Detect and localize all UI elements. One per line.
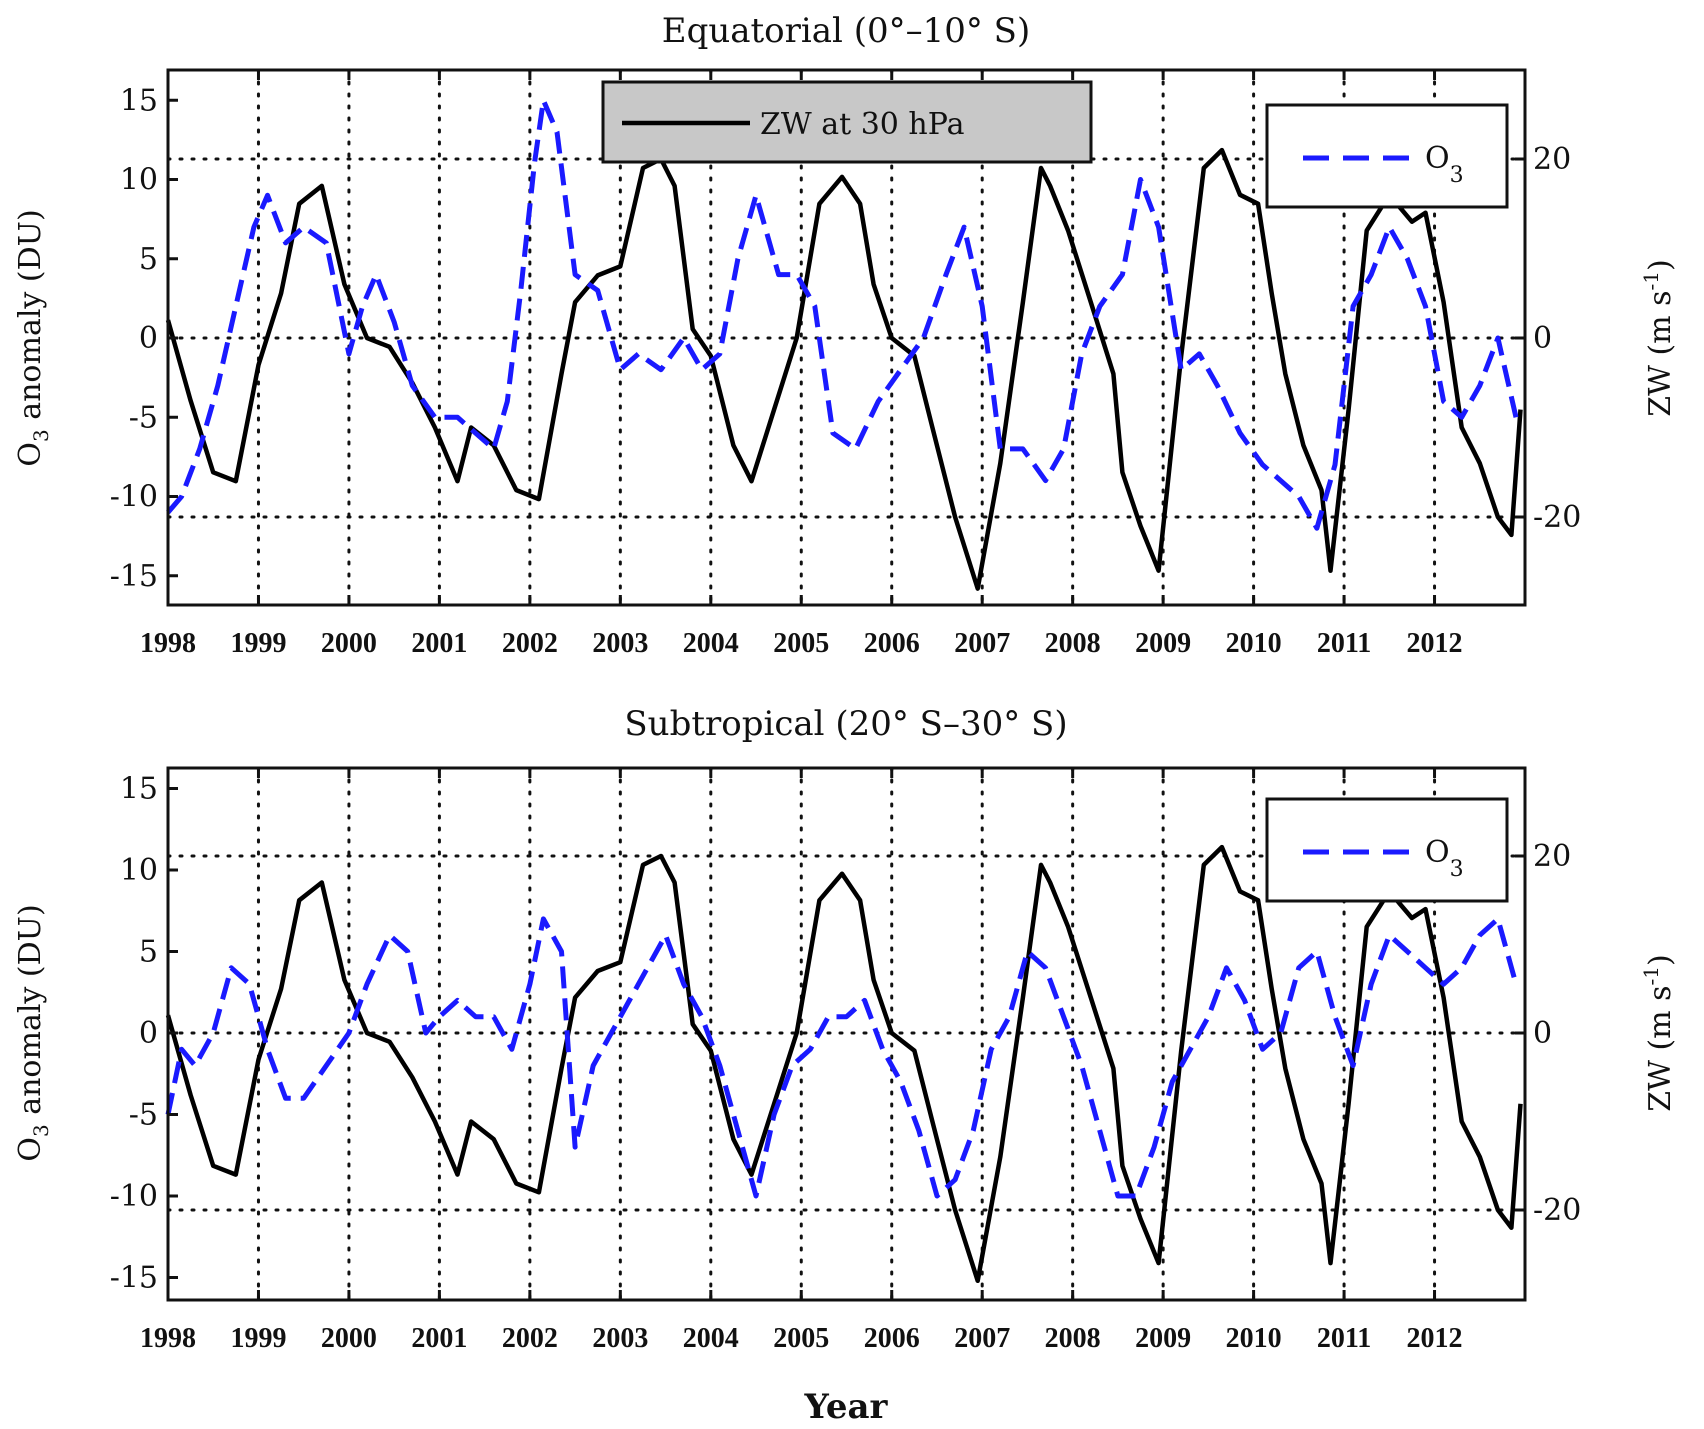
- x-tick-label: 2008: [1045, 628, 1101, 659]
- y-left-tick-label: -5: [129, 400, 158, 435]
- x-axis-label: Year: [804, 1387, 889, 1427]
- x-tick-label: 2000: [321, 1323, 377, 1354]
- x-tick-labels: 1998 1999 2000 2001 2002 2003 2004 2005 2006 2007…: [140, 1323, 1463, 1354]
- y-left-tick-label: 0: [139, 321, 158, 356]
- y-right-tick-label: 0: [1533, 1016, 1552, 1051]
- x-tick-label: 2010: [1226, 1323, 1282, 1354]
- series-layer: [165, 97, 1523, 591]
- x-tick-label: 2005: [773, 628, 829, 659]
- x-tick-label: 2002: [502, 1323, 558, 1354]
- x-tick-label: 2000: [321, 628, 377, 659]
- x-tick-label: 2002: [502, 628, 558, 659]
- x-tick-label: 2007: [954, 1323, 1010, 1354]
- x-tick-label: 2011: [1317, 628, 1371, 659]
- x-tick-label: 2006: [864, 1323, 920, 1354]
- y-right-tick-label: -20: [1533, 1193, 1581, 1228]
- y-right-tick-labels: 20 0 -20: [1533, 839, 1581, 1228]
- y-left-tick-label: -10: [110, 480, 158, 515]
- x-tick-label: 2001: [411, 628, 467, 659]
- x-tick-label: 1998: [140, 628, 196, 659]
- x-tick-label: 2009: [1135, 1323, 1191, 1354]
- panel-equatorial: Equatorial (0°–10° S) 1998 1999 2000 2001 20…: [13, 11, 1678, 659]
- x-tick-labels: 1998 1999 2000 2001 2002 2003 2004 2005 2006 2007…: [140, 628, 1463, 659]
- y-left-tick-label: -15: [110, 1261, 158, 1296]
- y-left-tick-labels: 15 10 5 0 -5 -10 -15: [110, 83, 158, 594]
- x-tick-label: 2004: [683, 1323, 739, 1354]
- legend-zw-label: ZW at 30 hPa: [760, 107, 965, 142]
- x-tick-label: 2003: [592, 1323, 648, 1354]
- series-zw-line: [165, 844, 1523, 1284]
- panel-subtropical: Subtropical (20° S–30° S) 1998 1999 2000 20…: [13, 704, 1678, 1427]
- y-left-tick-label: 5: [139, 242, 158, 277]
- y-right-axis-label: ZW (m s-1): [1639, 259, 1678, 417]
- x-tick-label: 2009: [1135, 628, 1191, 659]
- y-left-tick-label: -15: [110, 559, 158, 594]
- series-o3-line: [165, 916, 1519, 1199]
- legend-o3-label: O3: [1425, 835, 1464, 882]
- x-tick-label: 2006: [864, 628, 920, 659]
- x-tick-label: 2008: [1045, 1323, 1101, 1354]
- series-layer: [165, 844, 1523, 1284]
- y-left-tick-label: 5: [139, 935, 158, 970]
- x-tick-label: 2003: [592, 628, 648, 659]
- y-left-tick-label: 10: [120, 163, 158, 198]
- y-left-tick-labels: 15 10 5 0 -5 -10 -15: [110, 772, 158, 1296]
- x-tick-label: 2011: [1317, 1323, 1371, 1354]
- x-tick-label: 2010: [1226, 628, 1282, 659]
- y-right-tick-label: -20: [1533, 500, 1581, 535]
- y-left-tick-label: -5: [129, 1098, 158, 1133]
- x-tick-label: 1999: [230, 628, 286, 659]
- x-tick-label: 2007: [954, 628, 1010, 659]
- axis-ticks: [166, 768, 1525, 1300]
- y-right-tick-label: 0: [1533, 321, 1552, 356]
- panel-title: Subtropical (20° S–30° S): [624, 704, 1067, 744]
- y-right-axis-label: ZW (m s-1): [1639, 954, 1678, 1112]
- y-right-tick-label: 20: [1533, 142, 1571, 177]
- x-tick-label: 1999: [230, 1323, 286, 1354]
- y-left-tick-label: 15: [120, 83, 158, 118]
- legend-o3: O3: [1265, 103, 1509, 209]
- panel-title: Equatorial (0°–10° S): [662, 11, 1031, 51]
- y-left-tick-label: -10: [110, 1179, 158, 1214]
- y-left-tick-label: 10: [120, 853, 158, 888]
- x-tick-label: 2004: [683, 628, 739, 659]
- x-tick-label: 2001: [411, 1323, 467, 1354]
- axis-ticks: [166, 70, 1525, 605]
- y-left-tick-label: 0: [139, 1016, 158, 1051]
- x-tick-label: 2005: [773, 1323, 829, 1354]
- legend-zw: ZW at 30 hPa: [601, 80, 1093, 164]
- y-left-axis-label: O3 anomaly (DU): [13, 209, 53, 466]
- x-tick-label: 1998: [140, 1323, 196, 1354]
- legend-o3: O3: [1265, 797, 1509, 903]
- y-right-tick-labels: 20 0 -20: [1533, 142, 1581, 535]
- x-tick-label: 2012: [1407, 628, 1463, 659]
- x-tick-label: 2012: [1407, 1323, 1463, 1354]
- series-o3-line: [166, 97, 1519, 531]
- y-right-tick-label: 20: [1533, 839, 1571, 874]
- y-left-axis-label: O3 anomaly (DU): [13, 904, 53, 1161]
- legend-o3-label: O3: [1425, 141, 1464, 188]
- y-left-tick-label: 15: [120, 772, 158, 807]
- series-zw-line: [165, 147, 1523, 591]
